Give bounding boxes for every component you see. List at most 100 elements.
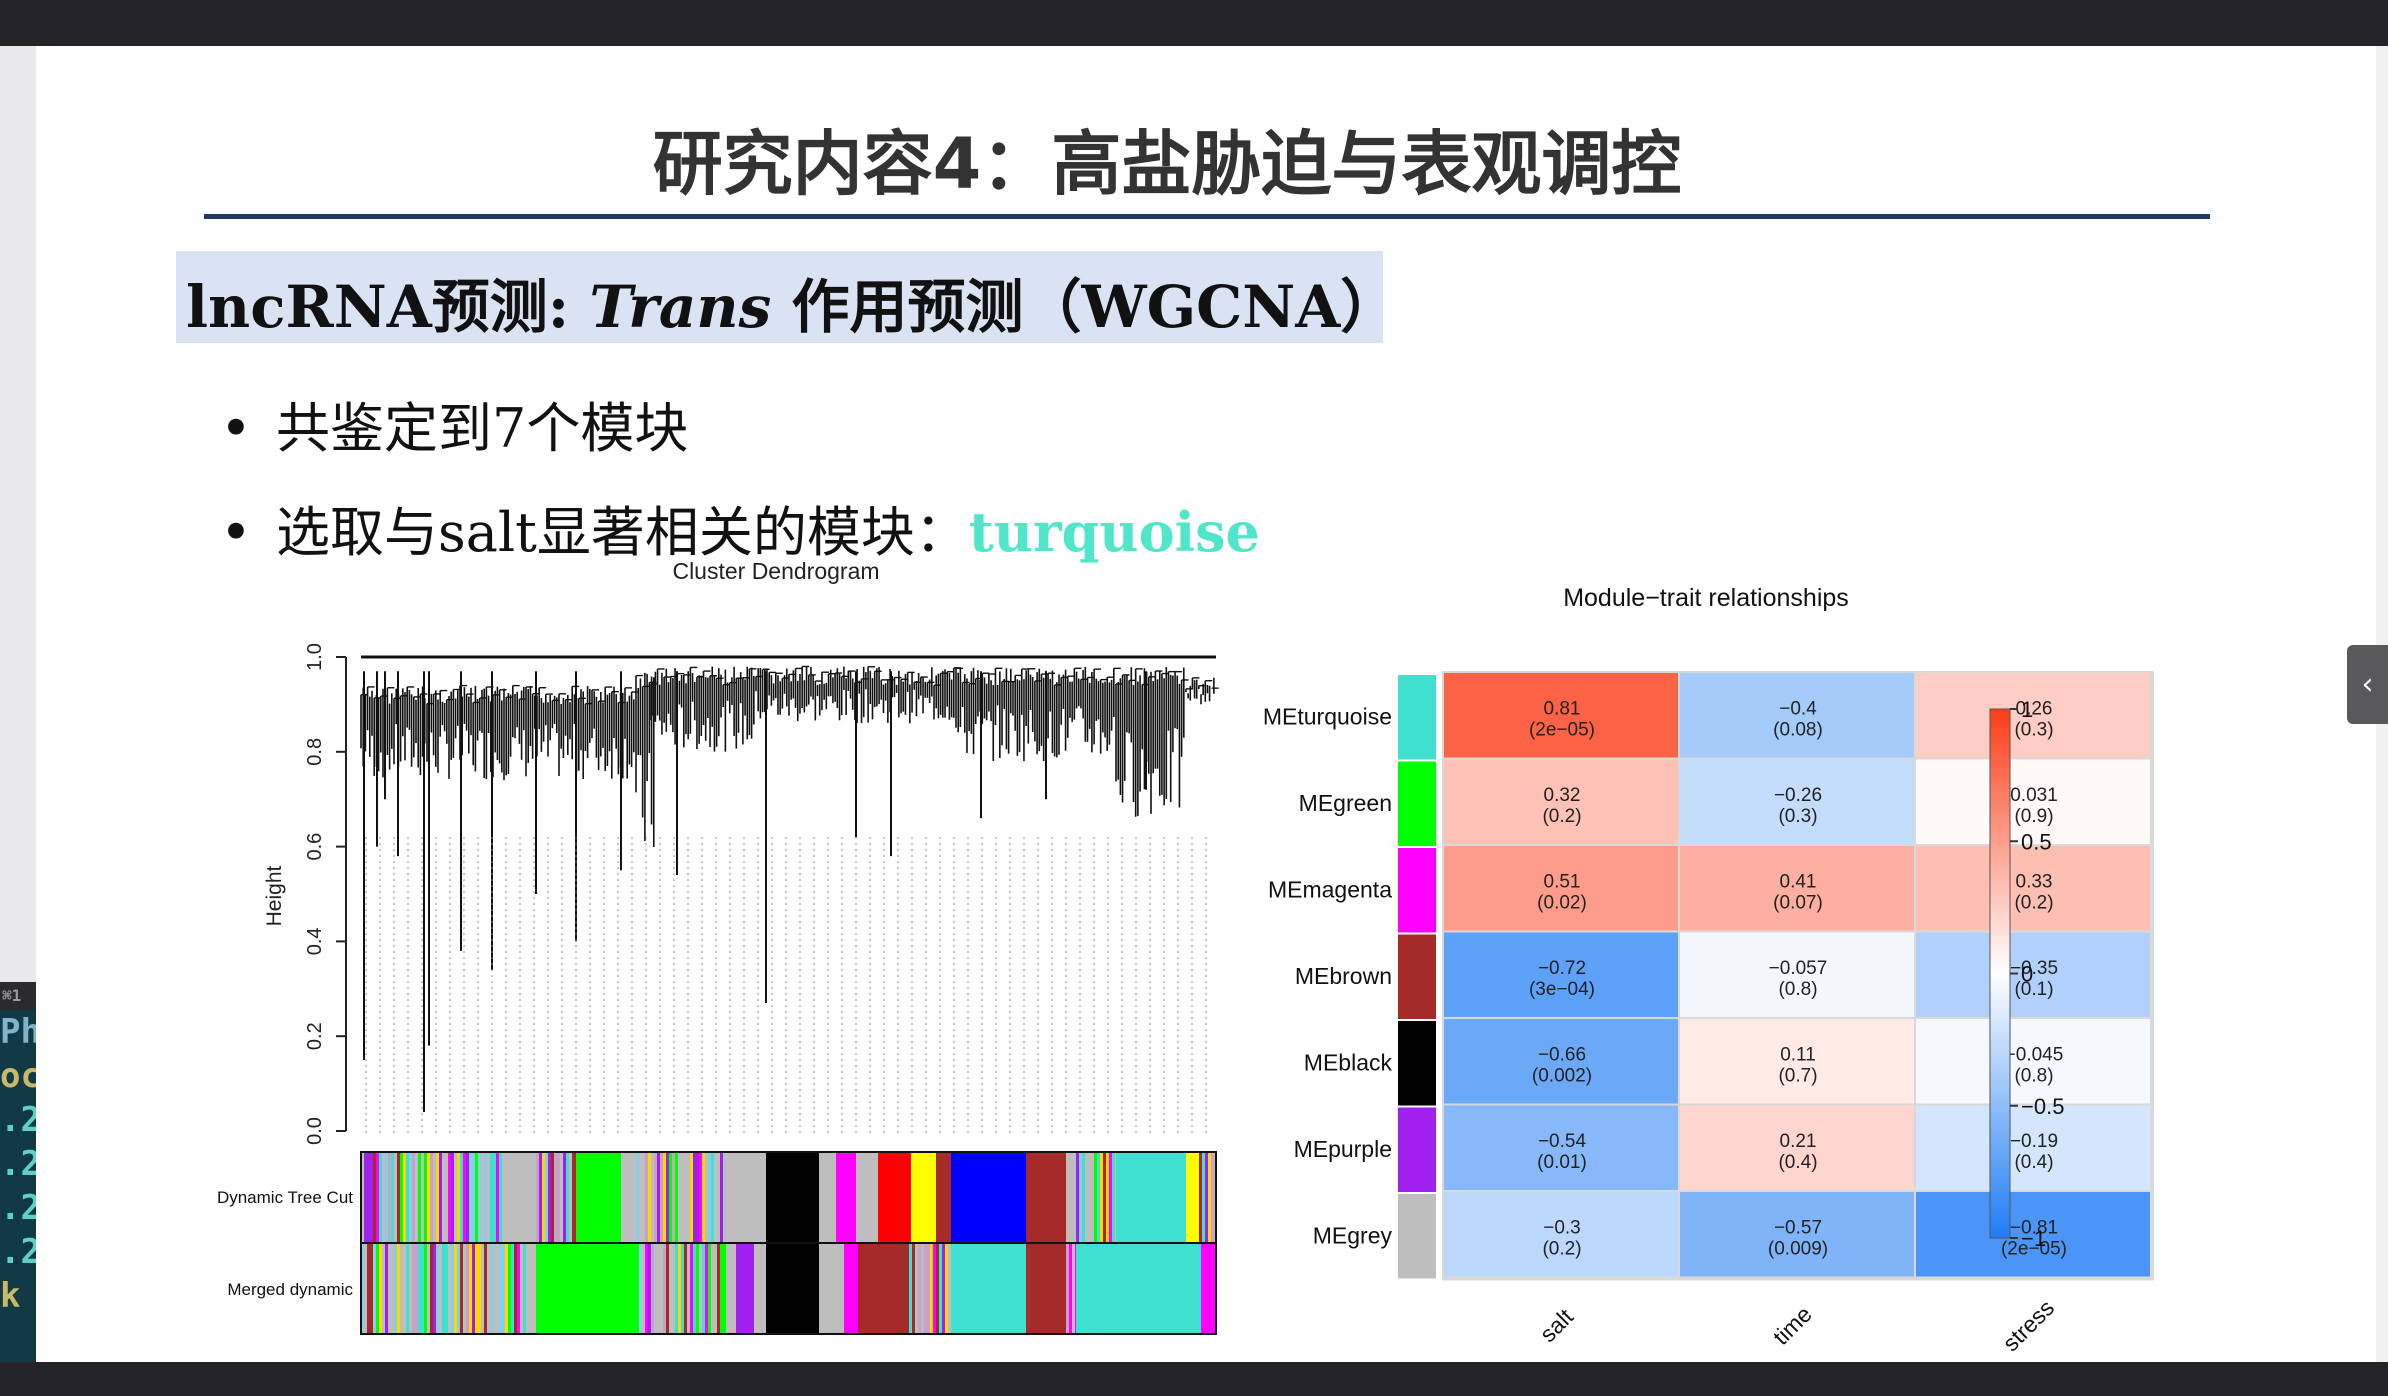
- cell-value-label: −0.54: [1538, 1131, 1587, 1152]
- cell-pvalue-label: (0.1): [2014, 979, 2053, 1000]
- background-terminal[interactable]: ⌘1 Ph oc .2 .2 .2 .2 k: [0, 982, 36, 1362]
- module-color-stripe: [942, 1244, 945, 1334]
- module-color-stripe: [391, 1152, 394, 1242]
- module-color-stripe: [388, 1244, 391, 1334]
- module-color-stripe: [487, 1152, 490, 1242]
- module-color-stripe: [536, 1152, 539, 1242]
- module-color-stripe: [421, 1244, 424, 1334]
- y-tick-label: 0.8: [304, 738, 326, 766]
- module-color-stripe: [448, 1152, 451, 1242]
- module-color-block: [1076, 1244, 1201, 1334]
- module-color-stripe: [400, 1244, 403, 1334]
- module-color-block: [576, 1152, 621, 1242]
- cell-pvalue-label: (0.8): [2014, 1065, 2053, 1086]
- heatmap-cell: [1444, 759, 1678, 844]
- module-color-stripe: [424, 1152, 427, 1242]
- module-color-stripe: [412, 1244, 415, 1334]
- colorbar-tick-label: 1: [2021, 697, 2033, 722]
- module-color-stripe: [1202, 1152, 1205, 1242]
- module-color-stripe: [690, 1152, 693, 1242]
- leaf-guides: [365, 837, 1207, 1135]
- module-color-stripe: [669, 1244, 672, 1334]
- module-color-stripe: [532, 1244, 535, 1334]
- module-color-stripe: [657, 1152, 660, 1242]
- y-tick-label: 0.4: [304, 927, 326, 955]
- module-color-stripe: [636, 1152, 639, 1242]
- terminal-line: k: [0, 1276, 21, 1316]
- module-color-stripe: [696, 1244, 699, 1334]
- cell-pvalue-label: (0.9): [2014, 806, 2053, 827]
- module-color-block: [878, 1152, 911, 1242]
- module-color-stripe: [705, 1152, 708, 1242]
- module-color-stripe: [421, 1152, 424, 1242]
- module-color-stripe: [660, 1152, 663, 1242]
- module-color-block: [726, 1152, 766, 1242]
- module-color-stripe: [702, 1244, 705, 1334]
- module-color-stripe: [1082, 1152, 1085, 1242]
- cell-value-label: −0.057: [1769, 958, 1828, 979]
- bullet-dot-icon: •: [220, 501, 252, 564]
- module-color-stripe: [364, 1152, 367, 1242]
- terminal-line: oc: [0, 1056, 36, 1096]
- module-color-block: [858, 1244, 906, 1334]
- chevron-left-icon: ‹: [2361, 667, 2374, 702]
- module-color-stripe: [684, 1244, 687, 1334]
- module-color-block: [754, 1244, 766, 1334]
- heatmap-cell: [1444, 1019, 1678, 1104]
- column-label: time: [1768, 1301, 1817, 1350]
- side-panel-handle[interactable]: ‹: [2347, 645, 2388, 724]
- terminal-tab[interactable]: ⌘1: [0, 982, 36, 1010]
- module-color-stripe: [678, 1152, 681, 1242]
- module-color-stripe: [502, 1244, 505, 1334]
- cell-pvalue-label: (0.8): [1778, 979, 1817, 1000]
- module-color-stripe: [520, 1244, 523, 1334]
- module-color-stripe: [496, 1152, 499, 1242]
- heatmap-cell: [1680, 759, 1914, 844]
- bullet-dot-icon: •: [220, 397, 252, 460]
- cluster-dendrogram: 0.0 0.2 0.4 0.6 0.8 1.0 Height Dynamic Tree Cut…: [217, 643, 1219, 1335]
- module-color-stripe: [388, 1152, 391, 1242]
- module-color-block: [856, 1152, 878, 1242]
- module-color-stripe: [415, 1152, 418, 1242]
- module-color-block: [621, 1152, 636, 1242]
- module-color-stripe: [385, 1152, 388, 1242]
- module-color-stripe: [708, 1152, 711, 1242]
- cell-pvalue-label: (0.2): [1542, 806, 1581, 827]
- module-color-stripe: [717, 1152, 720, 1242]
- y-tick-label: 0.0: [304, 1117, 326, 1145]
- module-color-stripe: [490, 1152, 493, 1242]
- module-color-stripe: [699, 1244, 702, 1334]
- heatmap-cell: [1444, 932, 1678, 1017]
- module-color-stripe: [663, 1152, 666, 1242]
- module-color-stripe: [723, 1152, 726, 1242]
- bullet-text: 选取与salt显著相关的模块：: [276, 501, 969, 564]
- module-trait-heatmap: MEturquoise 0.81(2e−05)−0.4(0.08)0.26(0.3…: [1263, 671, 2154, 1356]
- module-color-stripe: [430, 1152, 433, 1242]
- column-label: salt: [1534, 1303, 1578, 1347]
- module-color-stripe: [648, 1244, 651, 1334]
- module-color-stripe: [463, 1244, 466, 1334]
- module-color-stripe: [418, 1152, 421, 1242]
- module-color-stripe: [463, 1152, 466, 1242]
- cell-value-label: −0.4: [1779, 698, 1817, 719]
- module-color-stripe: [945, 1244, 948, 1334]
- module-color-stripe: [442, 1152, 445, 1242]
- row-label: MEgrey: [1313, 1222, 1393, 1248]
- heatmap-cell: [1444, 1192, 1678, 1277]
- module-color-stripe: [361, 1152, 364, 1242]
- module-color-swatch: [1398, 934, 1436, 1019]
- module-color-stripe: [639, 1244, 642, 1334]
- heatmap-cell: [1444, 1105, 1678, 1190]
- module-color-stripe: [1106, 1152, 1109, 1242]
- module-color-stripe: [394, 1152, 397, 1242]
- module-color-stripe: [490, 1244, 493, 1334]
- module-color-stripe: [1069, 1244, 1072, 1334]
- module-color-stripe: [412, 1152, 415, 1242]
- module-color-stripe: [651, 1152, 654, 1242]
- module-color-stripe: [663, 1244, 666, 1334]
- terminal-line: .2: [0, 1188, 36, 1228]
- module-color-stripe: [720, 1152, 723, 1242]
- module-color-stripe: [930, 1244, 933, 1334]
- module-color-stripe: [373, 1152, 376, 1242]
- module-color-stripe: [651, 1244, 654, 1334]
